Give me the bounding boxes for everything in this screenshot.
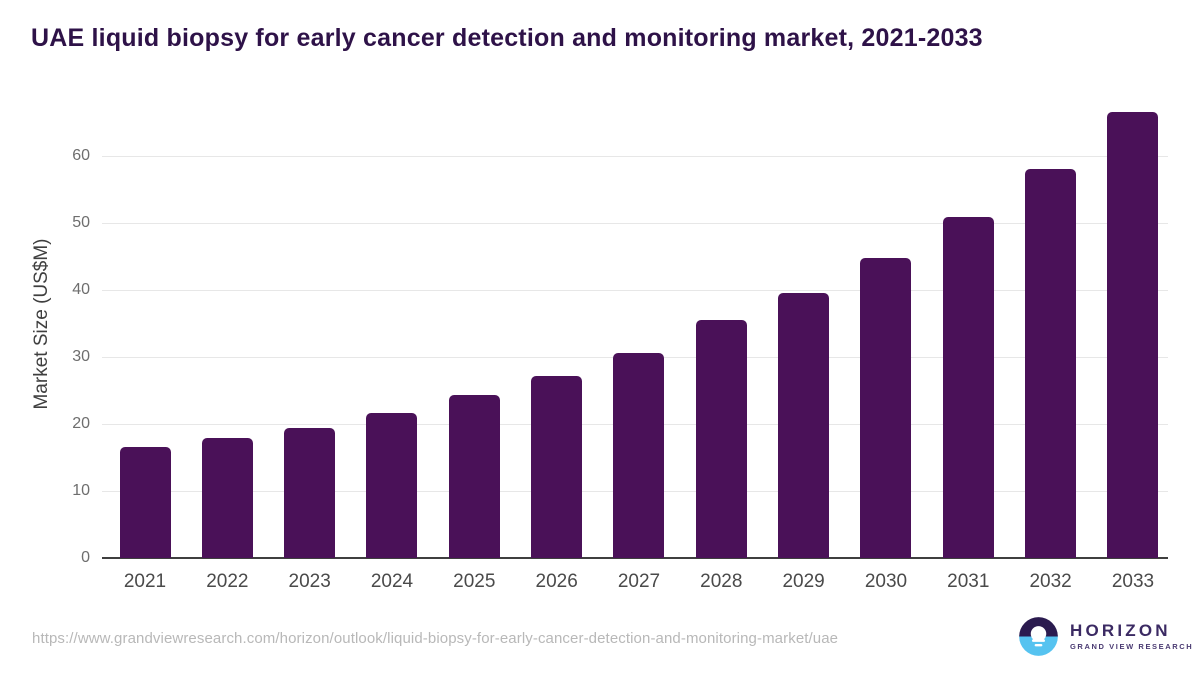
horizon-logo-text: HORIZON GRAND VIEW RESEARCH (1070, 621, 1194, 652)
gridline-60 (102, 156, 1168, 157)
x-tick-label-2025: 2025 (453, 571, 496, 592)
bar-2024[interactable] (366, 413, 418, 558)
x-tick-label-2027: 2027 (617, 571, 661, 592)
x-tick-label-2032: 2032 (1029, 571, 1072, 592)
x-tick-label-2023: 2023 (288, 571, 331, 592)
y-tick-label-60: 60 (72, 147, 90, 164)
bar-2026[interactable] (531, 376, 583, 558)
x-tick-label-2026: 2026 (535, 571, 578, 592)
bar-2031[interactable] (942, 216, 994, 558)
x-tick-label-2021: 2021 (123, 571, 167, 592)
bar-2023[interactable] (284, 428, 336, 558)
logo-title: HORIZON (1070, 621, 1171, 640)
bar-2030[interactable] (860, 257, 912, 558)
x-tick-label-2029: 2029 (782, 571, 825, 592)
bar-2027[interactable] (613, 352, 665, 558)
horizon-sun-icon (1019, 617, 1058, 656)
bar-2025[interactable] (448, 395, 500, 558)
bar-2032[interactable] (1025, 169, 1077, 558)
x-tick-label-2022: 2022 (206, 571, 249, 592)
gridline-50 (102, 223, 1168, 224)
bar-2029[interactable] (778, 292, 830, 558)
bar-2022[interactable] (201, 438, 253, 558)
x-tick-label-2033: 2033 (1111, 571, 1155, 592)
x-tick-label-2028: 2028 (700, 571, 743, 592)
y-tick-label-10: 10 (72, 482, 90, 499)
chart-title: UAE liquid biopsy for early cancer detec… (31, 24, 983, 52)
y-tick-label-0: 0 (81, 549, 90, 566)
horizon-logo: HORIZON GRAND VIEW RESEARCH (1017, 615, 1193, 658)
x-tick-label-2030: 2030 (864, 571, 908, 592)
x-tick-label-2031: 2031 (947, 571, 990, 592)
bar-2021[interactable] (119, 446, 171, 558)
y-axis-title: Market Size (US$M) (31, 238, 52, 410)
bar-2028[interactable] (695, 320, 747, 558)
x-axis-line (102, 557, 1168, 559)
y-tick-label-30: 30 (72, 348, 90, 365)
bar-2033[interactable] (1107, 111, 1159, 558)
source-url: https://www.grandviewresearch.com/horizo… (32, 630, 839, 647)
y-tick-label-20: 20 (72, 415, 90, 432)
x-tick-label-2024: 2024 (370, 571, 414, 592)
gridline-40 (102, 290, 1168, 291)
logo-subtitle: GRAND VIEW RESEARCH (1070, 642, 1194, 651)
y-tick-label-50: 50 (72, 214, 90, 231)
y-tick-label-40: 40 (72, 281, 90, 298)
